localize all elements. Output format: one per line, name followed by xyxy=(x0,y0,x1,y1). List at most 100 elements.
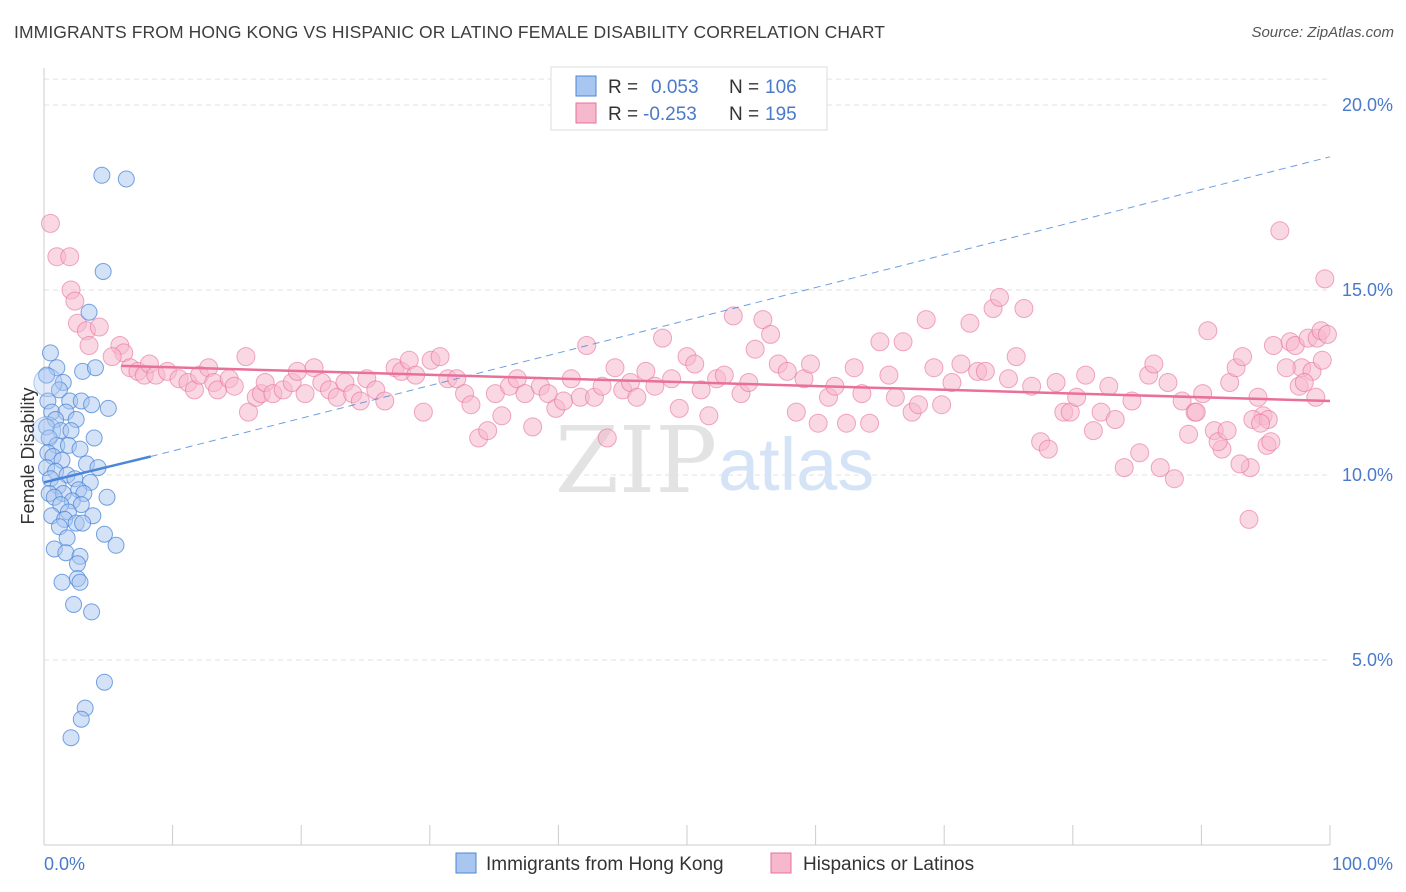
point-hong-kong xyxy=(95,525,113,543)
point-hispanics xyxy=(975,361,995,381)
point-hong-kong xyxy=(50,381,68,399)
x-ticks xyxy=(43,825,1331,845)
point-hispanics xyxy=(1179,424,1199,444)
point-hispanics xyxy=(786,402,806,422)
point-hispanics xyxy=(238,402,258,422)
point-hispanics xyxy=(1276,358,1296,378)
point-hong-kong xyxy=(80,303,98,321)
point-hong-kong xyxy=(71,440,89,458)
point-hispanics xyxy=(951,354,971,374)
y-tick-label: 20.0% xyxy=(1342,95,1393,115)
point-hong-kong xyxy=(98,488,116,506)
point-hong-kong-large xyxy=(33,368,63,397)
point-hispanics xyxy=(236,347,256,367)
point-hispanics xyxy=(879,365,899,385)
point-hispanics xyxy=(60,247,80,267)
series-legend: Immigrants from Hong Kong Hispanics or L… xyxy=(455,852,974,875)
point-hispanics xyxy=(65,291,85,311)
point-hispanics xyxy=(916,310,936,330)
point-hispanics xyxy=(1014,299,1034,318)
point-hispanics xyxy=(1105,410,1125,429)
trend-hong-kong-solid xyxy=(43,455,152,484)
point-hispanics xyxy=(1046,373,1066,392)
point-hispanics xyxy=(1158,373,1178,392)
point-hong-kong xyxy=(99,399,117,417)
point-hispanics xyxy=(893,332,913,352)
point-hispanics xyxy=(870,332,890,352)
point-hispanics xyxy=(1114,458,1134,478)
point-hispanics xyxy=(1239,509,1259,529)
point-hispanics xyxy=(1193,384,1213,404)
point-hispanics xyxy=(515,384,535,404)
point-hong-kong xyxy=(117,170,135,188)
legend-r-value-1: 0.053 xyxy=(651,77,699,98)
point-hispanics xyxy=(89,317,109,337)
point-hispanics xyxy=(224,376,244,396)
point-hispanics xyxy=(645,376,665,396)
point-hispanics xyxy=(1315,269,1335,289)
point-hong-kong xyxy=(71,573,89,591)
point-hispanics xyxy=(1312,350,1332,370)
point-hispanics xyxy=(808,413,828,433)
point-hispanics xyxy=(492,406,512,426)
point-hispanics xyxy=(942,373,962,392)
legend-n-value-2: 195 xyxy=(765,104,797,125)
legend-n-value-1: 106 xyxy=(765,77,797,98)
point-hispanics xyxy=(1067,387,1087,407)
point-hong-kong xyxy=(72,496,90,514)
point-hispanics xyxy=(375,391,395,411)
point-hong-kong xyxy=(95,673,113,691)
point-hispanics xyxy=(1164,469,1184,489)
legend-r-value-2: -0.253 xyxy=(643,104,697,125)
watermark: ZIP atlas xyxy=(555,407,874,514)
bottom-legend-label-hispanics: Hispanics or Latinos xyxy=(803,854,974,875)
x-tick-label-min: 0.0% xyxy=(44,854,85,874)
point-hispanics xyxy=(924,358,944,378)
point-hispanics xyxy=(295,384,315,404)
trend-hispanics xyxy=(121,364,1331,403)
point-hispanics xyxy=(538,384,558,404)
series-hong-kong-points xyxy=(32,166,135,747)
point-hispanics xyxy=(691,380,711,400)
trend-hong-kong-dashed xyxy=(150,156,1331,457)
point-hispanics xyxy=(1099,376,1119,396)
point-hispanics xyxy=(960,313,980,333)
point-hispanics xyxy=(554,391,574,411)
point-hispanics xyxy=(1076,365,1096,385)
stats-legend-box xyxy=(550,66,828,131)
point-hong-kong xyxy=(107,536,125,554)
chart-title: IMMIGRANTS FROM HONG KONG VS HISPANIC OR… xyxy=(14,22,886,42)
point-hispanics xyxy=(1251,413,1271,433)
point-hispanics xyxy=(461,395,481,415)
point-hong-kong xyxy=(41,344,59,362)
point-hispanics xyxy=(999,369,1018,389)
point-hispanics xyxy=(908,395,928,415)
point-hispanics xyxy=(1198,321,1218,341)
source-label: Source: ZipAtlas.com xyxy=(1251,24,1394,41)
point-hong-kong xyxy=(86,359,104,377)
point-hong-kong xyxy=(83,396,101,414)
point-hispanics xyxy=(1186,402,1206,422)
point-hispanics xyxy=(685,354,705,374)
legend-n-label-2: N = xyxy=(729,104,759,125)
legend-r-label-1: R = xyxy=(608,77,638,98)
point-hispanics xyxy=(669,398,689,418)
point-hispanics xyxy=(102,347,122,367)
point-hispanics xyxy=(1230,454,1250,474)
point-hispanics xyxy=(1270,221,1290,241)
point-hispanics xyxy=(597,428,617,448)
point-hispanics xyxy=(1261,432,1281,452)
point-hong-kong xyxy=(74,514,92,532)
bottom-legend-swatch-hispanics xyxy=(770,852,792,874)
point-hispanics xyxy=(1248,387,1268,407)
point-hong-kong xyxy=(62,422,80,440)
point-hong-kong xyxy=(72,710,90,728)
point-hong-kong-large xyxy=(32,416,62,446)
point-hispanics xyxy=(1144,354,1164,374)
point-hispanics xyxy=(800,354,820,374)
point-hong-kong xyxy=(83,603,101,621)
point-hispanics xyxy=(1233,347,1253,367)
watermark-atlas: atlas xyxy=(718,423,874,506)
point-hispanics xyxy=(745,339,765,359)
point-hong-kong xyxy=(53,573,71,591)
